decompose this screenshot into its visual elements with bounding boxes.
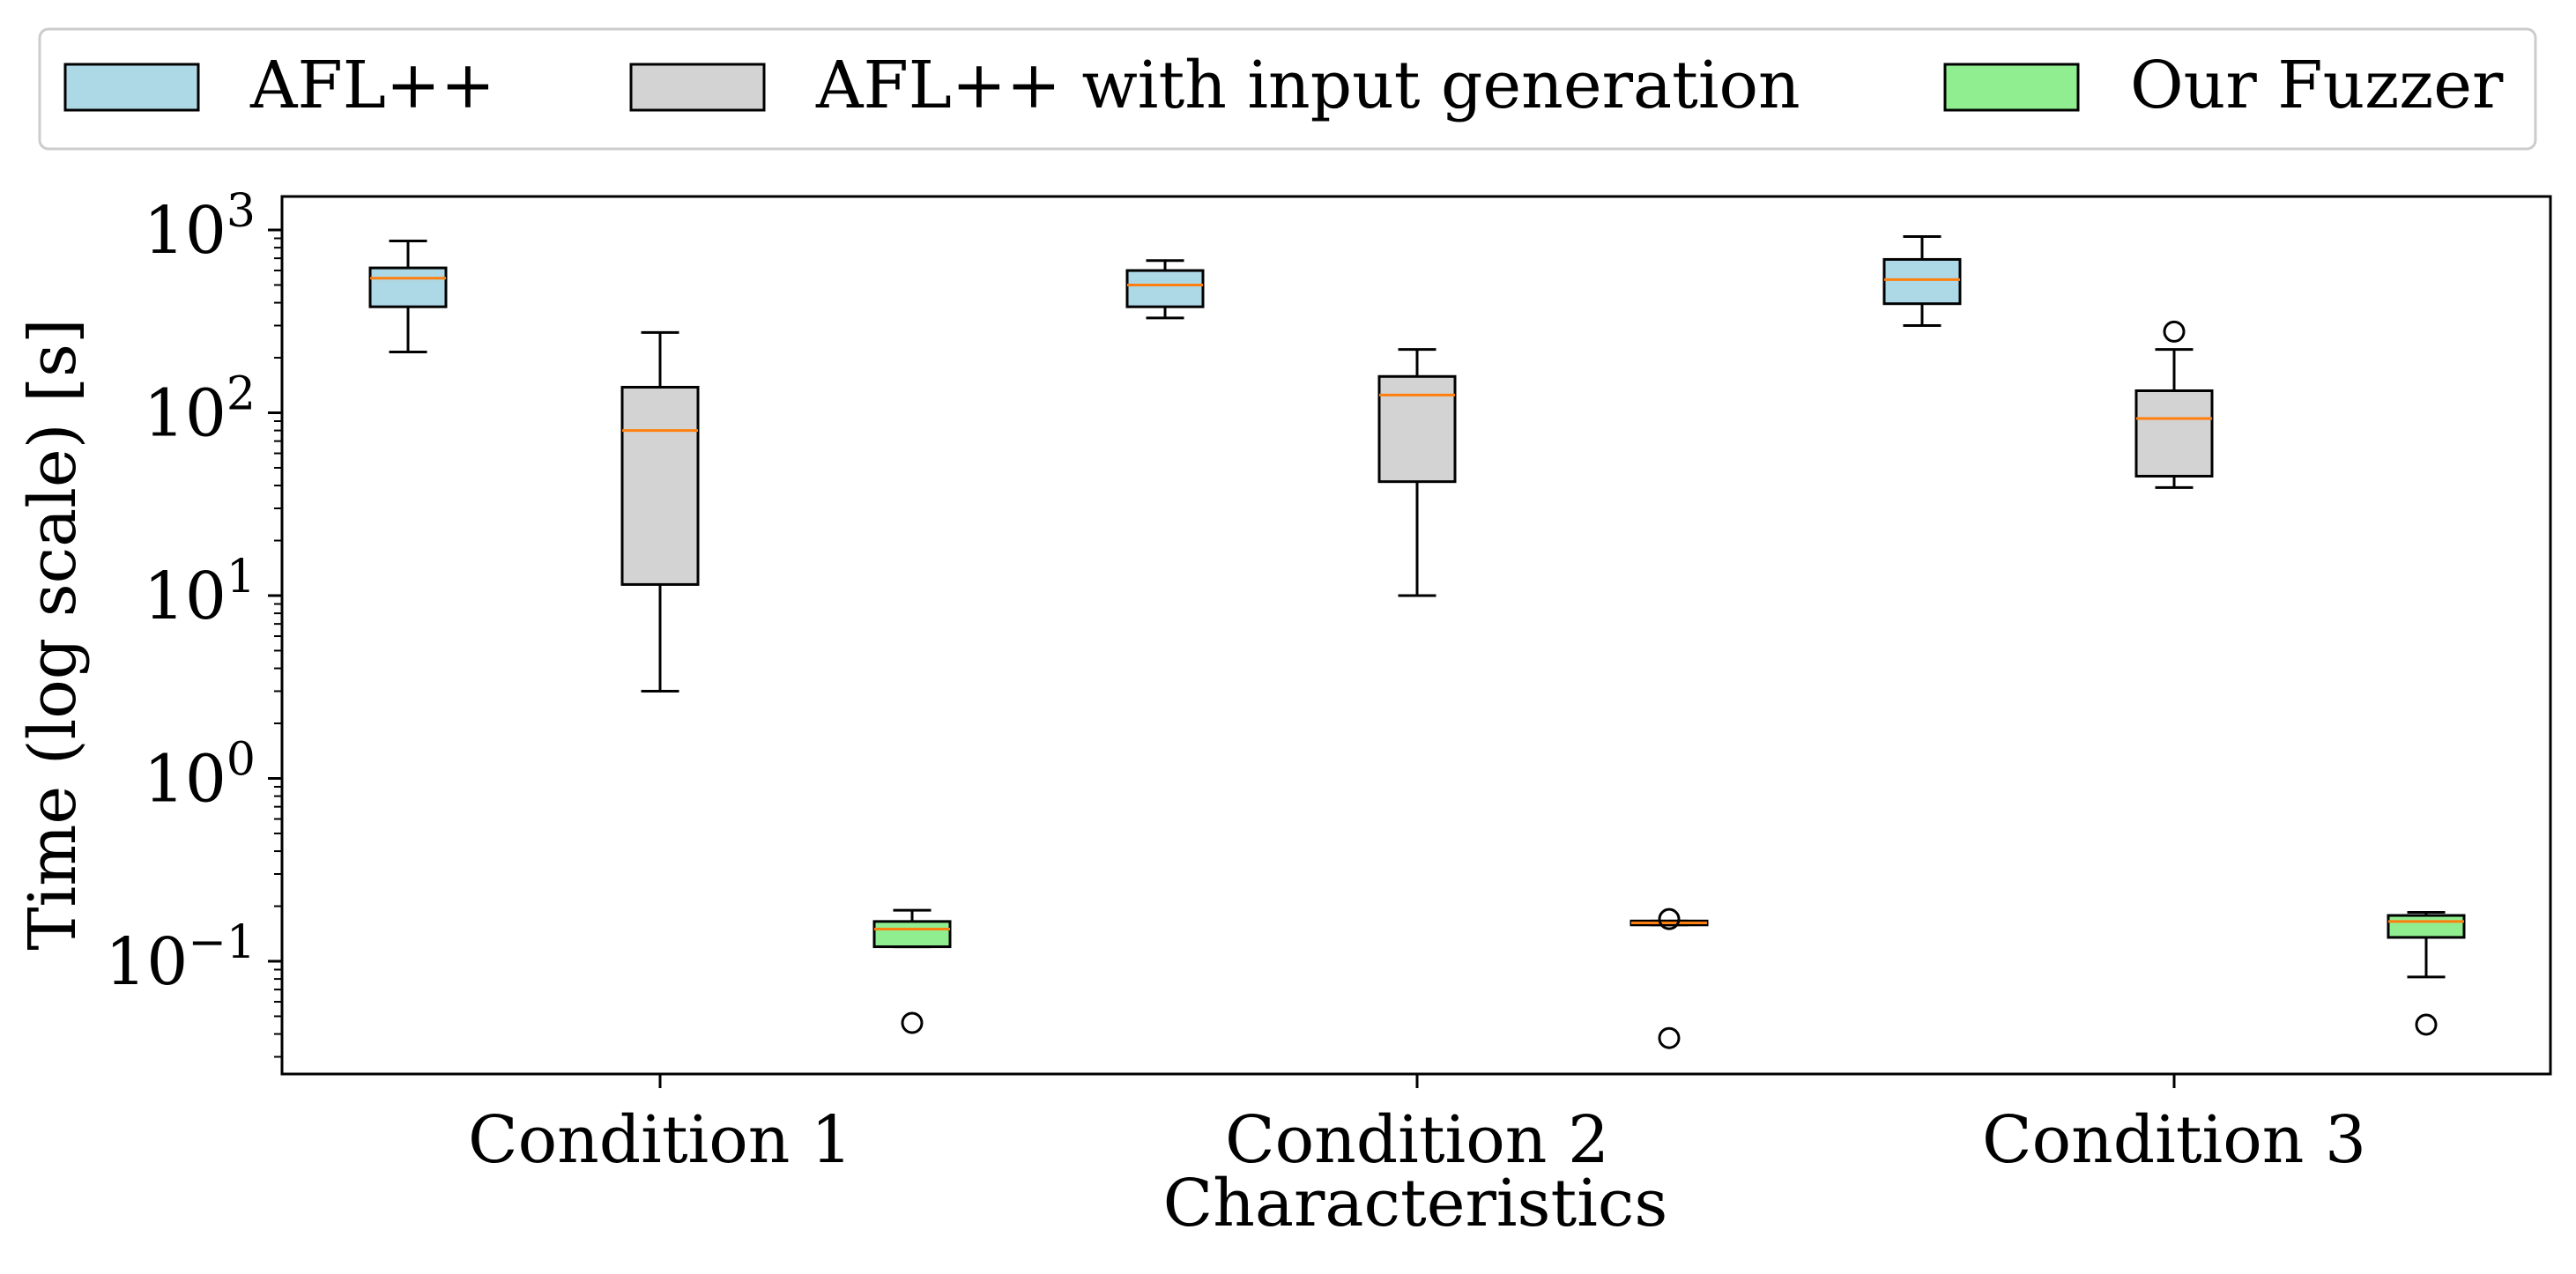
box-body xyxy=(1882,257,1962,306)
legend-item-3: Our Fuzzer xyxy=(1943,48,2504,123)
x-axis-title: Characteristics xyxy=(1163,1166,1668,1241)
legend-frame xyxy=(38,27,2537,151)
legend-label: Our Fuzzer xyxy=(2130,48,2504,123)
outlier-point xyxy=(1658,907,1681,930)
outlier-point xyxy=(2163,320,2186,343)
y-tick-label: 100 xyxy=(144,734,256,818)
legend: AFL++ AFL++ with input generation Our Fuzz… xyxy=(38,27,2537,151)
x-tick-label: Condition 3 xyxy=(1982,1102,2366,1178)
box-3-3 xyxy=(2387,911,2466,1036)
y-tick-label: 102 xyxy=(144,368,256,452)
legend-item-1: AFL++ xyxy=(63,48,495,123)
box-1-2 xyxy=(1125,259,1205,320)
legend-swatch xyxy=(629,63,766,112)
box-body xyxy=(872,920,952,949)
plot-area: 103 102 101 100 10−1 Condition 1 Condition 2 Co… xyxy=(105,185,2552,1178)
box-body xyxy=(2387,914,2466,939)
plot-frame xyxy=(280,195,2552,1076)
y-axis-title: Time (log scale) [s] xyxy=(15,318,91,951)
outlier-point xyxy=(2415,1013,2438,1036)
outlier-point xyxy=(1658,1026,1681,1049)
box-3-1 xyxy=(872,908,952,1034)
legend-label: AFL++ xyxy=(249,48,495,123)
y-tick-label: 10−1 xyxy=(105,916,256,1000)
legend-label: AFL++ with input generation xyxy=(815,48,1800,123)
legend-swatch xyxy=(63,63,200,112)
x-tick-label: Condition 1 xyxy=(468,1102,852,1178)
x-tick-label: Condition 2 xyxy=(1225,1102,1609,1178)
box-body xyxy=(368,266,448,308)
box-3-2 xyxy=(1629,907,1709,1049)
box-2-2 xyxy=(1377,348,1457,597)
outlier-point xyxy=(901,1011,924,1034)
box-1-1 xyxy=(368,240,448,354)
box-2-3 xyxy=(2134,320,2214,489)
y-tick-label: 101 xyxy=(144,551,256,634)
box-body xyxy=(1377,374,1457,484)
box-1-3 xyxy=(1882,235,1962,327)
box-body xyxy=(1125,269,1205,308)
y-tick-label: 103 xyxy=(144,185,256,269)
legend-swatch xyxy=(1943,63,2080,112)
box-2-1 xyxy=(620,330,700,693)
box-body xyxy=(2134,389,2214,478)
legend-item-2: AFL++ with input generation xyxy=(629,48,1800,123)
box-body xyxy=(620,385,700,586)
